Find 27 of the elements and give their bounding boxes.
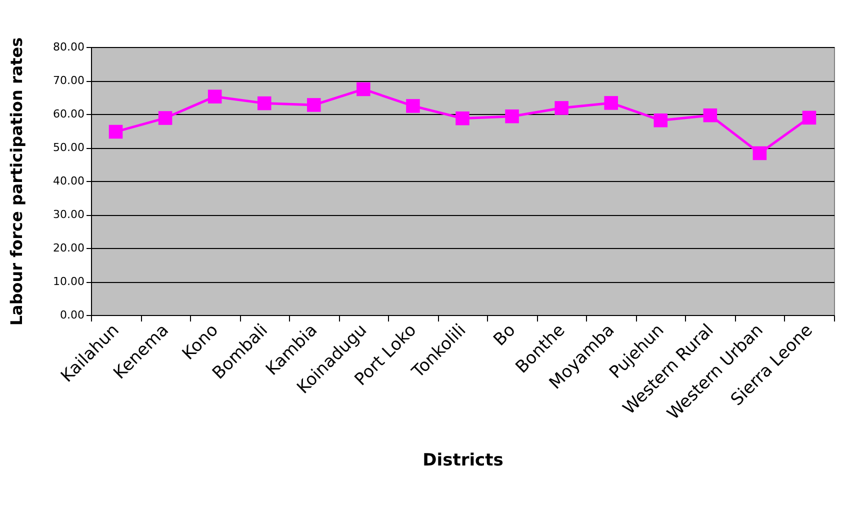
x-tick-label: Bo bbox=[490, 320, 520, 350]
point bbox=[456, 111, 470, 126]
y-tick-label: 80.00 bbox=[53, 40, 84, 54]
point bbox=[406, 99, 420, 113]
y-tick-label: 30.00 bbox=[53, 208, 84, 221]
point bbox=[257, 96, 272, 110]
y-tick-label: 50.00 bbox=[53, 141, 84, 154]
y-axis-title: Labour force participation rates bbox=[7, 37, 26, 326]
y-tick-label: 20.00 bbox=[53, 242, 84, 254]
point bbox=[158, 111, 172, 125]
point bbox=[802, 110, 816, 125]
point bbox=[505, 109, 519, 124]
y-tick-label: 0.00 bbox=[60, 308, 84, 322]
x-axis-title: Districts bbox=[422, 450, 504, 471]
y-tick-label: 10.00 bbox=[53, 275, 84, 288]
point bbox=[554, 101, 568, 115]
y-tick-label: 70.00 bbox=[53, 74, 84, 87]
point bbox=[356, 82, 370, 96]
point bbox=[752, 146, 767, 160]
point bbox=[604, 96, 618, 110]
point bbox=[108, 124, 123, 139]
y-tick-label: 60.00 bbox=[53, 108, 84, 120]
point bbox=[703, 108, 718, 122]
point bbox=[208, 90, 222, 104]
point bbox=[307, 98, 321, 112]
point bbox=[654, 113, 668, 128]
y-tick-label: 40.00 bbox=[53, 174, 84, 188]
